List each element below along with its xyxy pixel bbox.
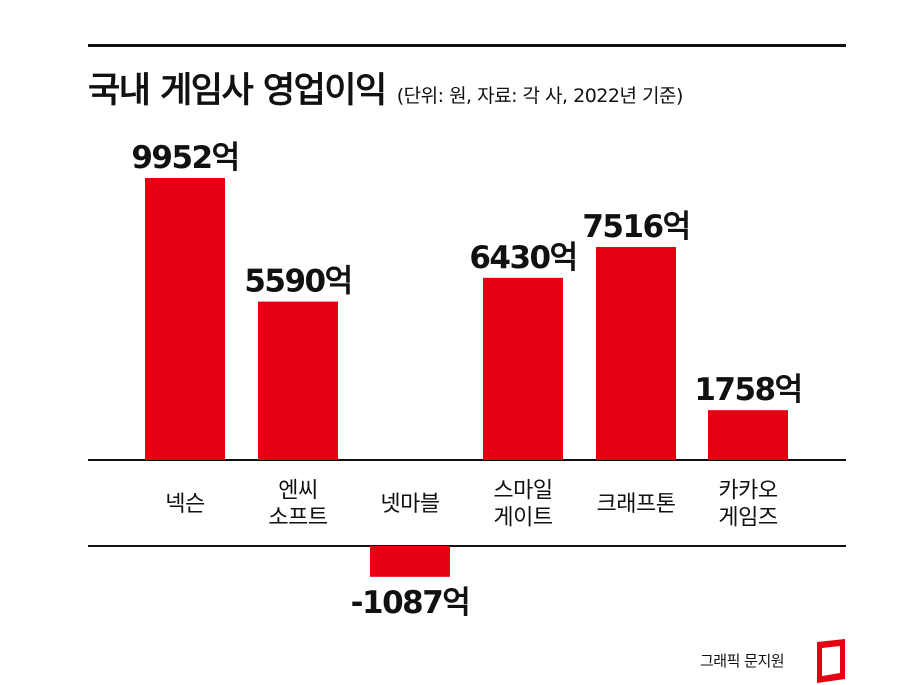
bar-3 (483, 277, 563, 460)
category-label-1-0: 엔씨 (278, 479, 317, 504)
value-label-3: 6430억 (469, 240, 576, 276)
category-label-0-0: 넥슨 (165, 492, 205, 517)
value-label-4: 7516억 (582, 209, 689, 245)
bar-2 (370, 546, 450, 577)
bar-5 (708, 410, 788, 460)
brand-logo-icon (817, 639, 845, 683)
category-label-5-1: 게임즈 (718, 506, 777, 531)
category-label-1-1: 소프트 (268, 506, 327, 531)
value-label-5: 1758억 (694, 372, 801, 408)
source-credit: 그래픽 문지원 (700, 652, 785, 670)
category-label-5-0: 카카오 (718, 479, 777, 504)
category-label-3-0: 스마일 (493, 479, 552, 504)
chart-title: 국내 게임사 영업이익 (88, 71, 387, 111)
bar-4 (596, 247, 676, 460)
category-label-3-1: 게이트 (493, 506, 552, 531)
value-label-2: -1087억 (351, 585, 470, 621)
category-label-4-0: 크래프톤 (597, 492, 676, 517)
value-label-0: 9952억 (131, 140, 238, 176)
category-label-2-0: 넷마블 (380, 492, 439, 517)
bar-0 (145, 178, 225, 460)
top-rule (88, 44, 846, 47)
value-label-1: 5590억 (244, 264, 351, 300)
bar-1 (258, 301, 338, 460)
title-row: 국내 게임사 영업이익 (단위: 원, 자료: 각 사, 2022년 기준) (88, 62, 683, 113)
chart-subtitle: (단위: 원, 자료: 각 사, 2022년 기준) (396, 85, 684, 107)
